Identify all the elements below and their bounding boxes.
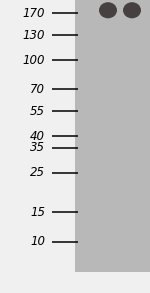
Bar [75, 0, 150, 272]
Ellipse shape [99, 2, 117, 18]
Text: 15: 15 [30, 206, 45, 219]
Text: 25: 25 [30, 166, 45, 179]
Text: 130: 130 [22, 29, 45, 42]
Text: 100: 100 [22, 54, 45, 67]
Text: 55: 55 [30, 105, 45, 118]
Ellipse shape [123, 2, 141, 18]
Text: 170: 170 [22, 7, 45, 20]
Text: 70: 70 [30, 83, 45, 96]
Text: 10: 10 [30, 235, 45, 248]
Text: 40: 40 [30, 130, 45, 143]
Text: 35: 35 [30, 142, 45, 154]
